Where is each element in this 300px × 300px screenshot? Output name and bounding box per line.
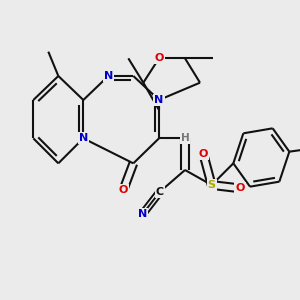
Text: O: O: [118, 185, 128, 195]
Text: N: N: [79, 133, 88, 143]
Text: N: N: [104, 71, 113, 81]
Text: H: H: [181, 133, 189, 143]
Text: C: C: [156, 187, 164, 197]
Text: O: O: [235, 183, 245, 193]
Text: O: O: [199, 149, 208, 159]
Text: O: O: [154, 53, 164, 63]
Text: N: N: [138, 209, 147, 219]
Text: N: N: [154, 95, 164, 105]
Text: S: S: [208, 180, 216, 190]
